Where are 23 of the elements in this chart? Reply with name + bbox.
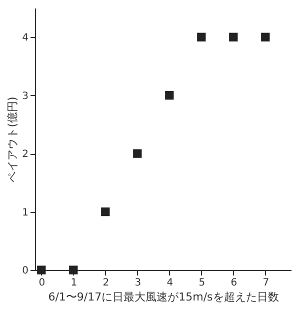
x-tick-label: 0: [38, 278, 46, 288]
x-tick-label: 4: [166, 278, 174, 288]
x-tick-label: 6: [230, 278, 238, 288]
x-tick-label: 7: [262, 278, 270, 288]
point: [133, 149, 142, 158]
x-tick-label: 1: [70, 278, 78, 288]
point: [165, 91, 174, 100]
point: [229, 32, 238, 42]
point: [37, 266, 46, 274]
y-tick-label: 2: [22, 149, 28, 160]
point: [69, 266, 78, 274]
x-tick-label: 2: [102, 278, 110, 288]
x-tick-label: 5: [198, 278, 206, 288]
x-axis-title: 6/1〜9/17に日最大風速が15m/sを超えた日数: [48, 290, 279, 304]
y-axis-title: ペイアウト(億円): [6, 96, 20, 182]
y-tick-label: 1: [22, 207, 28, 218]
point: [197, 32, 206, 42]
y-tick-label: 4: [22, 32, 28, 44]
y-tick-label: 3: [22, 90, 28, 102]
point: [101, 207, 110, 216]
x-tick-label: 3: [134, 278, 142, 288]
point: [261, 32, 270, 42]
y-tick-label: 0: [22, 266, 28, 276]
